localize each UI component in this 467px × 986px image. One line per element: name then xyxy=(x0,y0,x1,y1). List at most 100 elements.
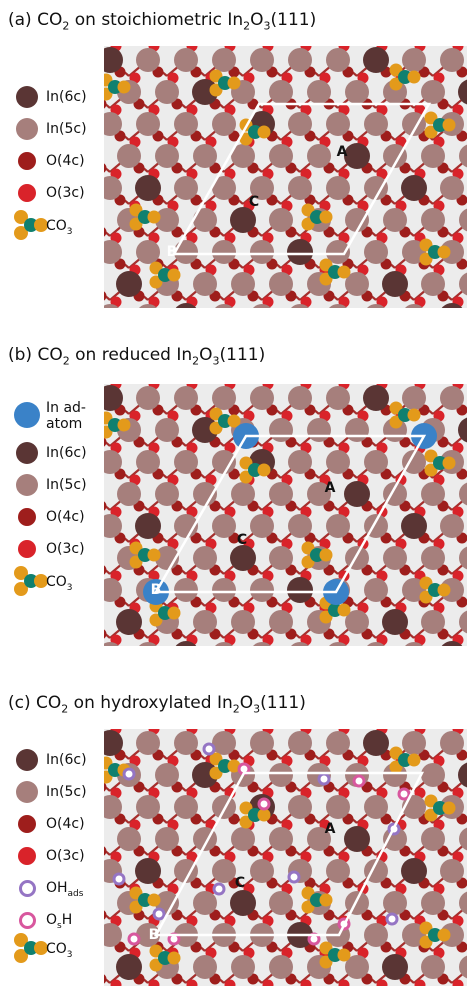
in5c-atom xyxy=(421,208,445,232)
in6c-atom xyxy=(344,826,370,852)
in6c-atom xyxy=(116,954,142,980)
in5c-atom xyxy=(288,112,312,136)
in6c-swatch xyxy=(16,86,38,108)
osh-marker xyxy=(259,799,269,809)
in5c-atom xyxy=(421,891,445,915)
in5c-atom xyxy=(212,731,236,755)
in5c-atom xyxy=(345,546,369,570)
legend-item-o4c: O(4c) xyxy=(14,150,114,176)
in5c-atom xyxy=(288,514,312,538)
site-label-c: C xyxy=(249,194,259,210)
in5c-atom xyxy=(421,610,445,634)
in5c-atom xyxy=(383,546,407,570)
in5c-atom xyxy=(269,272,293,296)
o3c-swatch xyxy=(18,184,36,202)
in5c-atom xyxy=(155,80,179,104)
in5c-atom xyxy=(440,386,464,410)
in5c-atom xyxy=(345,80,369,104)
in5c-atom xyxy=(421,482,445,506)
legend-item-in6c: In(6c) xyxy=(14,86,114,112)
in5c-atom xyxy=(269,80,293,104)
ohads-marker xyxy=(204,744,214,754)
in5c-atom xyxy=(288,176,312,200)
in5c-atom xyxy=(421,80,445,104)
panel-a-structure: ABC xyxy=(104,46,467,308)
in6c-atom xyxy=(382,954,408,980)
legend-item-co3: CO3 xyxy=(14,933,114,959)
in5c-atom xyxy=(155,144,179,168)
ohads-marker xyxy=(124,769,134,779)
panel-b-title: (b) CO2 on reduced In2O3(111) xyxy=(8,345,265,367)
in5c-atom xyxy=(326,731,350,755)
in5c-atom xyxy=(269,827,293,851)
in6c-atom xyxy=(382,609,408,635)
in5c-atom xyxy=(421,827,445,851)
in5c-atom xyxy=(364,240,388,264)
co3-swatch xyxy=(14,933,50,967)
in5c-atom xyxy=(326,859,350,883)
ohads-marker xyxy=(387,914,397,924)
ohads-marker xyxy=(319,774,329,784)
legend-item-o3c: O(3c) xyxy=(14,845,114,871)
in5c-atom xyxy=(136,48,160,72)
in5c-atom xyxy=(136,731,160,755)
osh-marker xyxy=(354,776,364,786)
in5c-atom xyxy=(212,240,236,264)
in5c-atom xyxy=(307,418,331,442)
in5c-atom xyxy=(231,482,255,506)
in5c-atom xyxy=(326,386,350,410)
in5c-atom xyxy=(345,891,369,915)
site-label-a: A xyxy=(325,480,336,496)
in5c-atom xyxy=(174,176,198,200)
in5c-atom xyxy=(117,827,141,851)
in5c-atom xyxy=(155,418,179,442)
in6c-atom xyxy=(230,890,256,916)
in5c-atom xyxy=(269,891,293,915)
in5c-atom xyxy=(155,763,179,787)
legend-item-in5c: In(5c) xyxy=(14,781,114,807)
legend-item-co3: CO3 xyxy=(14,210,114,236)
in5c-atom xyxy=(383,891,407,915)
in6c-atom xyxy=(363,47,389,73)
in5c-atom xyxy=(250,240,274,264)
in5c-atom xyxy=(193,546,217,570)
legend-item-o3c: O(3c) xyxy=(14,182,114,208)
in5c-atom xyxy=(364,578,388,602)
in5c-atom xyxy=(174,112,198,136)
legend-item-in5c: In(5c) xyxy=(14,474,114,500)
ohads-marker xyxy=(154,909,164,919)
in5c-atom xyxy=(250,731,274,755)
in5c-atom xyxy=(136,240,160,264)
in5c-atom xyxy=(231,272,255,296)
in5c-atom xyxy=(269,482,293,506)
surface-slab-a: ABC xyxy=(104,46,467,308)
in5c-atom xyxy=(250,859,274,883)
in5c-atom xyxy=(212,859,236,883)
in5c-atom xyxy=(193,144,217,168)
legend-item-in6c: In(6c) xyxy=(14,749,114,775)
in5c-atom xyxy=(193,272,217,296)
in5c-atom xyxy=(250,578,274,602)
in5c-swatch xyxy=(16,474,38,496)
in6c-swatch xyxy=(16,442,38,464)
in5c-atom xyxy=(174,795,198,819)
in5c-atom xyxy=(155,482,179,506)
in5c-atom xyxy=(269,955,293,979)
in5c-atom xyxy=(250,48,274,72)
in5c-atom xyxy=(440,514,464,538)
legend-item-ohads: OHads xyxy=(14,877,114,903)
in6c-atom xyxy=(363,385,389,411)
in5c-atom xyxy=(421,763,445,787)
adatom-swatch xyxy=(14,402,40,428)
in5c-atom xyxy=(440,731,464,755)
in5c-atom xyxy=(421,955,445,979)
in6c-atom xyxy=(401,858,427,884)
in5c-atom xyxy=(212,48,236,72)
site-label-c: C xyxy=(235,875,245,891)
in5c-atom xyxy=(326,112,350,136)
legend-item-o4c: O(4c) xyxy=(14,813,114,839)
in5c-atom xyxy=(421,272,445,296)
in5c-atom xyxy=(364,450,388,474)
in5c-atom xyxy=(326,176,350,200)
in5c-atom xyxy=(212,112,236,136)
